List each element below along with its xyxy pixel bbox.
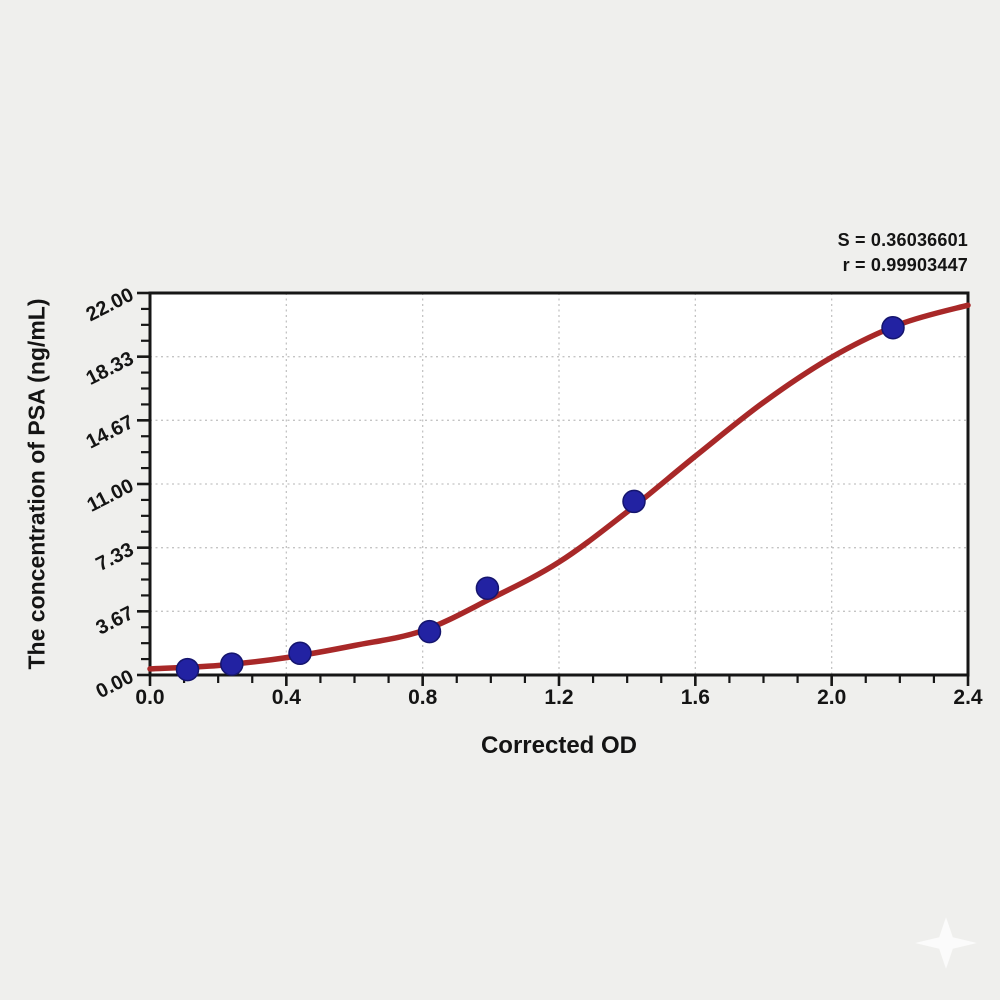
y-tick-label: 18.33 xyxy=(83,348,138,390)
x-tick-label: 1.2 xyxy=(544,686,573,709)
data-point xyxy=(881,315,905,340)
y-tick-label: 0.00 xyxy=(93,666,138,703)
fit-curve xyxy=(147,302,971,672)
y-tick-label: 11.00 xyxy=(84,475,138,517)
x-tick-label: 0.8 xyxy=(408,686,438,709)
fit-statistics: S = 0.36036601 r = 0.99903447 xyxy=(838,228,968,278)
fit-statistic-r: r = 0.99903447 xyxy=(842,255,968,275)
y-tick-label: 14.67 xyxy=(83,411,138,453)
data-point xyxy=(622,489,646,514)
data-point xyxy=(220,652,244,676)
x-tick-label: 2.4 xyxy=(953,686,983,709)
x-tick-label: 0.4 xyxy=(272,686,302,709)
y-tick-label: 22.00 xyxy=(83,284,138,326)
fit-statistic-s: S = 0.36036601 xyxy=(837,230,968,250)
x-axis-title: Corrected OD xyxy=(480,732,638,759)
data-point xyxy=(288,641,312,666)
x-tick-label: 2.0 xyxy=(817,686,846,709)
data-point xyxy=(475,576,500,600)
y-tick-label: 3.67 xyxy=(93,602,138,639)
plot-frame xyxy=(148,291,970,677)
x-tick-label: 0.0 xyxy=(135,686,164,709)
y-tick-label: 7.33 xyxy=(93,539,138,576)
data-point xyxy=(175,657,200,682)
data-point xyxy=(417,619,442,644)
x-tick-label: 1.6 xyxy=(681,686,710,709)
